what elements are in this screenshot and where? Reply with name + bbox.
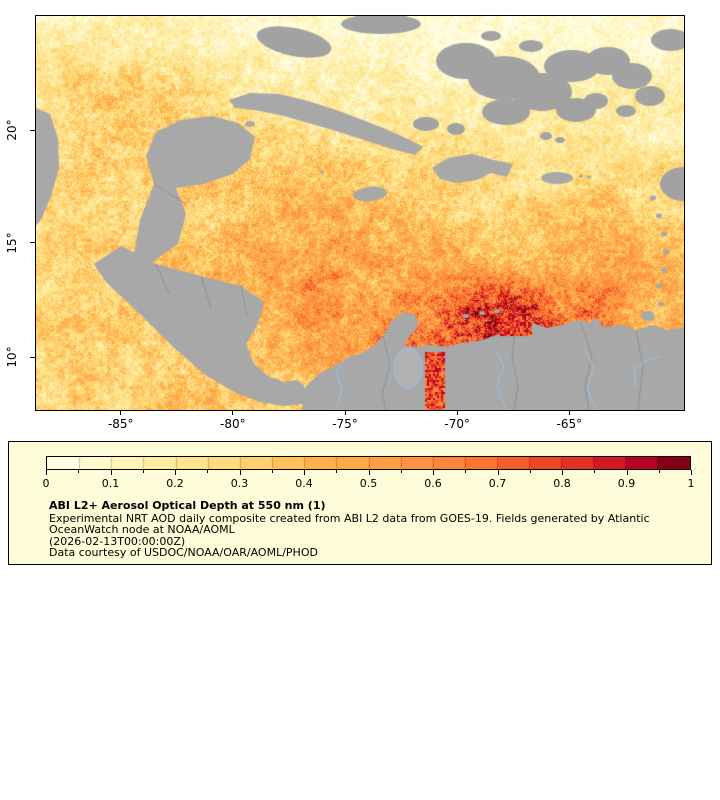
colorbar-tick-label: 0.4 <box>295 477 313 490</box>
colorbar-tick <box>110 470 112 475</box>
colorbar-tick-label: 0.8 <box>553 477 571 490</box>
colorbar-tick <box>46 470 47 475</box>
colorbar-tick <box>691 470 692 475</box>
x-axis-tick-label: -85° <box>107 417 134 431</box>
colorbar-tick <box>271 470 273 473</box>
colorbar-tick-label: 1 <box>687 477 695 490</box>
legend-text-block: ABI L2+ Aerosol Optical Depth at 550 nm … <box>49 500 650 559</box>
x-axis-tick <box>120 410 122 415</box>
colorbar: 0 0.1 0.2 0.3 0.4 0.5 0.6 0.7 0.8 0.9 1 <box>43 456 695 490</box>
legend-line-2: OceanWatch node at NOAA/AOML <box>49 523 235 536</box>
colorbar-gradient <box>46 456 691 470</box>
colorbar-tick <box>433 470 434 475</box>
x-axis-tick-label: -65° <box>556 417 583 431</box>
legend-line-1: Experimental NRT AOD daily composite cre… <box>49 511 650 525</box>
colorbar-tick <box>529 470 531 473</box>
colorbar-tick <box>400 470 402 473</box>
colorbar-tick <box>497 470 499 475</box>
y-axis-tick-label: 10° <box>5 346 19 368</box>
colorbar-tick <box>465 470 467 473</box>
legend-line-3: (2026-02-13T00:00:00Z) <box>49 534 186 548</box>
colorbar-tick <box>142 470 144 473</box>
colorbar-tick <box>626 470 628 475</box>
colorbar-tick-label: 0.7 <box>488 477 507 490</box>
x-axis-tick <box>232 410 234 415</box>
colorbar-tick-label: 0.6 <box>424 477 442 490</box>
y-axis-tick-label: 20° <box>5 119 19 142</box>
x-axis-tick <box>456 410 458 415</box>
colorbar-tick <box>658 470 660 473</box>
aod-map-canvas <box>36 16 684 410</box>
x-axis-tick <box>568 410 570 415</box>
y-axis-tick <box>30 356 35 358</box>
y-axis-tick-label: 15° <box>5 232 19 254</box>
colorbar-tick-label: 0.9 <box>617 477 636 490</box>
y-axis-tick <box>30 242 35 244</box>
colorbar-tick-label: 0.5 <box>359 477 378 490</box>
colorbar-tick <box>207 470 209 473</box>
legend-title: ABI L2+ Aerosol Optical Depth at 550 nm … <box>49 499 326 512</box>
colorbar-tick-label: 0.1 <box>101 477 120 490</box>
colorbar-tick <box>304 470 305 475</box>
colorbar-tick <box>562 470 563 475</box>
map-plot-frame: -85° -80° -75° -70° -65° 20° 15° 10° <box>5 15 685 431</box>
legend-box: 0 0.1 0.2 0.3 0.4 0.5 0.6 0.7 0.8 0.9 1 ABI L2+ Ae… <box>8 441 712 565</box>
colorbar-tick <box>594 470 596 473</box>
colorbar-tick-label: 0 <box>42 477 50 490</box>
colorbar-tick-label: 0.3 <box>230 477 249 490</box>
x-axis-tick-label: -80° <box>220 417 246 431</box>
x-axis-tick-label: -70° <box>444 417 470 431</box>
colorbar-tick <box>175 470 176 475</box>
colorbar-tick <box>336 470 338 473</box>
colorbar-tick-label: 0.2 <box>166 477 184 490</box>
colorbar-tick <box>78 470 80 473</box>
colorbar-tick <box>368 470 370 475</box>
colorbar-tick <box>239 470 241 475</box>
y-axis-tick <box>30 129 35 131</box>
x-axis-tick-label: -75° <box>332 417 358 431</box>
x-axis-tick <box>344 410 346 415</box>
legend-line-4: Data courtesy of USDOC/NOAA/OAR/AOML/PHO… <box>49 546 318 559</box>
